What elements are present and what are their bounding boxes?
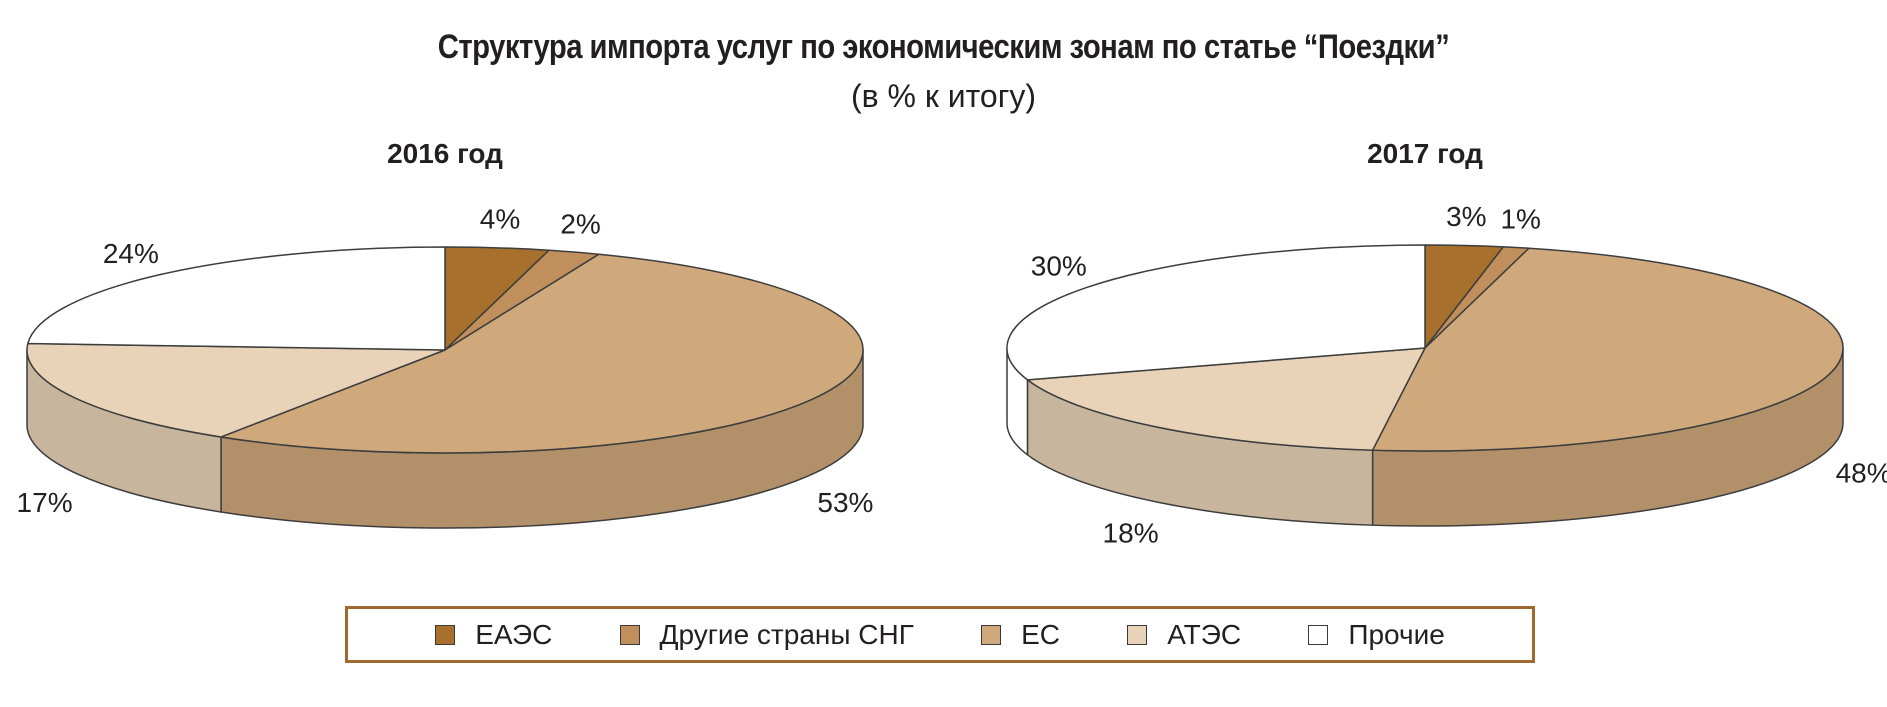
- legend: ЕАЭС Другие страны СНГ ЕС АТЭС Прочие: [345, 606, 1535, 663]
- legend-label-apec: АТЭС: [1167, 618, 1242, 650]
- pie-slice-2016-other: [27, 246, 446, 351]
- chart-title: Структура импорта услуг по экономическим…: [437, 28, 1450, 66]
- pie-charts: 2016 год 4% 2% 53% 17% 24% 2017 год 3% 1% 48% 1…: [17, 138, 1887, 548]
- pie-label-2016-eu: 53%: [817, 487, 873, 518]
- legend-item-cis: Другие страны СНГ: [619, 618, 914, 651]
- pie-label-2016-eaes: 4%: [480, 204, 520, 235]
- chart-subtitle: (в % к итогу): [850, 78, 1037, 114]
- legend-label-cis: Другие страны СНГ: [659, 618, 914, 650]
- legend-item-eu: ЕС: [981, 619, 1060, 651]
- pie-label-2016-cis: 2%: [560, 208, 600, 239]
- legend-swatch-other: [1308, 624, 1329, 645]
- pie-label-2017-cis: 1%: [1500, 203, 1540, 234]
- pie-slice-2016-eu: [220, 253, 864, 454]
- pie-chart-2016: 2016 год 4% 2% 53% 17% 24%: [17, 138, 873, 529]
- pie-slice-2017-eu: [1371, 247, 1844, 452]
- pie-slice-2017-apec: [1026, 347, 1426, 451]
- pie-label-2017-eaes: 3%: [1446, 201, 1486, 232]
- pie-slice-2016-apec: [26, 342, 446, 438]
- legend-item-other: Прочие: [1308, 618, 1445, 651]
- pie-chart-2017: 2017 год 3% 1% 48% 18% 30%: [1006, 138, 1887, 548]
- legend-swatch-eu: [981, 624, 1002, 645]
- legend-swatch-eaes: [435, 624, 456, 645]
- pie-slice-2017-other: [1006, 244, 1426, 381]
- pie-label-2017-apec: 18%: [1103, 517, 1159, 548]
- legend-item-apec: АТЭС: [1127, 619, 1241, 651]
- legend-swatch-apec: [1127, 624, 1148, 645]
- pie-heading-2017: 2017 год: [1367, 138, 1483, 169]
- pie-label-2017-eu: 48%: [1836, 457, 1887, 488]
- pie-heading-2016: 2016 год: [387, 138, 503, 169]
- pie-label-2017-other: 30%: [1031, 251, 1087, 282]
- legend-item-eaes: ЕАЭС: [435, 619, 552, 651]
- legend-label-eu: ЕС: [1021, 618, 1060, 650]
- legend-label-other: Прочие: [1348, 618, 1445, 650]
- legend-label-eaes: ЕАЭС: [475, 618, 553, 650]
- pie-label-2016-other: 24%: [103, 238, 159, 269]
- legend-swatch-cis: [619, 624, 640, 645]
- pie-label-2016-apec: 17%: [17, 487, 73, 518]
